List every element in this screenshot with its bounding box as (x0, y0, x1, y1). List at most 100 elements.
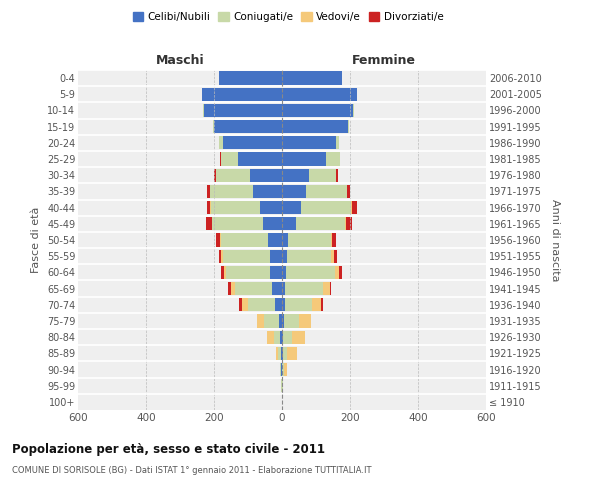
Bar (263, 217, 282, 230)
Bar (282, 185, 306, 198)
Bar (221, 250, 223, 263)
Bar (207, 185, 209, 198)
Bar (345, 217, 346, 230)
Bar (282, 330, 283, 344)
Text: Popolazione per età, sesso e stato civile - 2011: Popolazione per età, sesso e stato civil… (12, 442, 325, 456)
Bar (282, 250, 287, 263)
Bar (283, 346, 287, 360)
Bar (352, 201, 357, 214)
Bar (332, 234, 336, 246)
Bar (212, 217, 263, 230)
Bar (296, 217, 345, 230)
Bar (228, 282, 231, 295)
Bar (250, 168, 282, 182)
Y-axis label: Fasce di età: Fasce di età (31, 207, 41, 273)
Bar (337, 168, 338, 182)
Bar (221, 266, 224, 279)
Bar (301, 201, 351, 214)
Text: Femmine: Femmine (352, 54, 416, 67)
Legend: Celibi/Nubili, Coniugati/e, Vedovi/e, Divorziati/e: Celibi/Nubili, Coniugati/e, Vedovi/e, Di… (128, 8, 448, 26)
Bar (253, 185, 282, 198)
Bar (203, 104, 204, 117)
Bar (257, 314, 264, 328)
Bar (285, 298, 312, 312)
Bar (268, 330, 274, 344)
Bar (231, 282, 235, 295)
Bar (282, 152, 326, 166)
Bar (209, 185, 253, 198)
Bar (286, 282, 323, 295)
Bar (282, 72, 341, 85)
Bar (242, 298, 248, 312)
Bar (280, 330, 282, 344)
Bar (216, 168, 250, 182)
Bar (206, 217, 212, 230)
Bar (278, 346, 281, 360)
Bar (221, 152, 238, 166)
Bar (284, 314, 299, 328)
Bar (281, 346, 282, 360)
Bar (282, 120, 349, 134)
Bar (282, 298, 285, 312)
Bar (282, 88, 357, 101)
Bar (284, 363, 287, 376)
Bar (235, 282, 272, 295)
Bar (226, 266, 270, 279)
Bar (282, 217, 296, 230)
Bar (282, 136, 336, 149)
Bar (282, 234, 288, 246)
Bar (280, 363, 281, 376)
Bar (323, 282, 329, 295)
Bar (339, 266, 341, 279)
Bar (283, 330, 292, 344)
Bar (264, 314, 279, 328)
Bar (282, 201, 301, 214)
Bar (283, 363, 284, 376)
Bar (270, 250, 282, 263)
Bar (279, 314, 282, 328)
Bar (331, 234, 332, 246)
Bar (219, 250, 221, 263)
Bar (346, 217, 352, 230)
Bar (275, 346, 278, 360)
Bar (220, 234, 221, 246)
Bar (282, 266, 286, 279)
Bar (281, 363, 282, 376)
Bar (282, 314, 284, 328)
Bar (238, 152, 282, 166)
Bar (268, 234, 282, 246)
Bar (335, 266, 339, 279)
Bar (331, 250, 334, 263)
Bar (299, 314, 311, 328)
Bar (239, 298, 242, 312)
Bar (306, 185, 347, 198)
Bar (282, 104, 353, 117)
Bar (219, 72, 282, 85)
Text: Maschi: Maschi (155, 54, 205, 67)
Bar (322, 298, 323, 312)
Bar (309, 168, 337, 182)
Y-axis label: Anni di nascita: Anni di nascita (550, 198, 560, 281)
Bar (282, 168, 309, 182)
Bar (287, 346, 297, 360)
Bar (214, 120, 282, 134)
Bar (216, 234, 220, 246)
Bar (221, 234, 268, 246)
Bar (286, 266, 335, 279)
Bar (274, 330, 280, 344)
Bar (220, 152, 221, 166)
Bar (223, 250, 270, 263)
Bar (292, 330, 305, 344)
Bar (223, 136, 282, 149)
Text: COMUNE DI SORISOLE (BG) - Dati ISTAT 1° gennaio 2011 - Elaborazione TUTTITALIA.I: COMUNE DI SORISOLE (BG) - Dati ISTAT 1° … (12, 466, 371, 475)
Bar (282, 282, 286, 295)
Bar (214, 168, 216, 182)
Bar (224, 266, 226, 279)
Bar (336, 136, 339, 149)
Bar (288, 234, 331, 246)
Bar (260, 201, 282, 214)
Bar (207, 201, 210, 214)
Bar (329, 282, 331, 295)
Bar (248, 298, 275, 312)
Bar (287, 250, 331, 263)
